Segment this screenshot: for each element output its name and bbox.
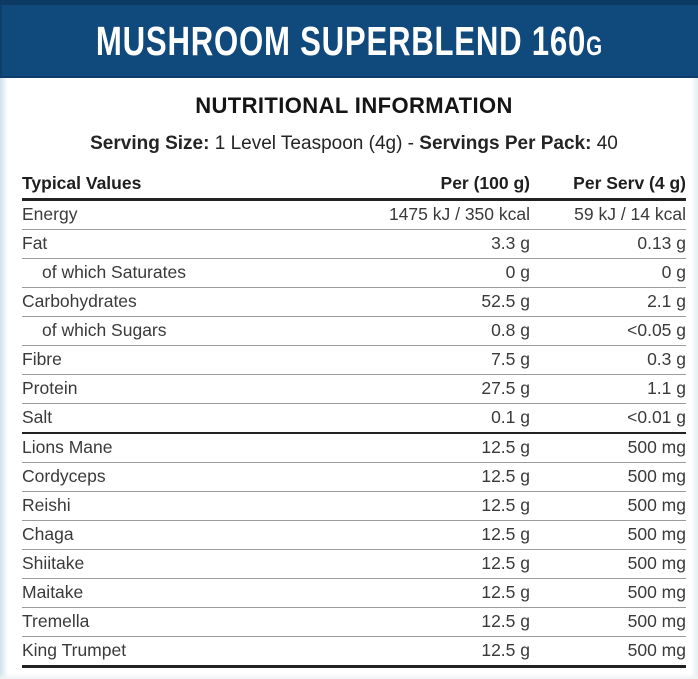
row-per100-value: 12.5 g [340, 520, 530, 550]
nutritional-information-heading: NUTRITIONAL INFORMATION [195, 93, 513, 118]
row-perserv-value: <0.01 g [530, 403, 686, 434]
table-row-reishi: Reishi 12.5 g 500 mg [22, 491, 686, 521]
table-row-chaga: Chaga 12.5 g 500 mg [22, 520, 686, 550]
table-row-lions-mane: Lions Mane 12.5 g 500 mg [22, 433, 686, 463]
table-row-fat: Fat 3.3 g 0.13 g [22, 229, 686, 259]
row-per100-value: 0 g [340, 258, 530, 288]
row-perserv-value: 500 mg [530, 607, 686, 637]
row-name: Chaga [22, 520, 340, 550]
left-edge-tint [0, 78, 8, 679]
row-perserv-value: <0.05 g [530, 316, 686, 346]
row-per100-value: 12.5 g [340, 462, 530, 492]
row-per100-value: 7.5 g [340, 345, 530, 375]
table-row-tremella: Tremella 12.5 g 500 mg [22, 607, 686, 637]
row-perserv-value: 500 mg [530, 636, 686, 668]
table-row-fibre: Fibre 7.5 g 0.3 g [22, 345, 686, 375]
row-name: of which Saturates [22, 258, 340, 288]
row-perserv-value: 2.1 g [530, 287, 686, 317]
serving-info-line: Serving Size: 1 Level Teaspoon (4g) - Se… [22, 133, 686, 155]
row-per100-value: 12.5 g [340, 491, 530, 521]
serving-size-label: Serving Size: [90, 133, 210, 154]
table-row-maitake: Maitake 12.5 g 500 mg [22, 578, 686, 608]
product-title-banner: MUSHROOM SUPERBLEND 160G [0, 0, 698, 78]
table-row-sugars: of which Sugars 0.8 g <0.05 g [22, 316, 686, 346]
row-perserv-value: 59 kJ / 14 kcal [530, 199, 686, 230]
table-row-saturates: of which Saturates 0 g 0 g [22, 258, 686, 288]
table-row-salt: Salt 0.1 g <0.01 g [22, 403, 686, 434]
row-name: Maitake [22, 578, 340, 608]
row-name: Fibre [22, 345, 340, 375]
bottom-edge-tint [0, 673, 698, 679]
row-perserv-value: 0.3 g [530, 345, 686, 375]
product-title-unit-suffix: G [586, 31, 603, 61]
row-per100-value: 3.3 g [340, 229, 530, 259]
row-name: Fat [22, 229, 340, 259]
servings-per-pack-value: 40 [591, 133, 618, 154]
header-typical-values: Typical Values [22, 170, 340, 201]
product-title: MUSHROOM SUPERBLEND 160G [96, 21, 602, 62]
row-per100-value: 12.5 g [340, 549, 530, 579]
row-name: Shiitake [22, 549, 340, 579]
header-per-100g: Per (100 g) [340, 170, 530, 201]
row-per100-value: 52.5 g [340, 287, 530, 317]
row-name: Cordyceps [22, 462, 340, 492]
row-name: Reishi [22, 491, 340, 521]
row-per100-value: 0.8 g [340, 316, 530, 346]
table-row-protein: Protein 27.5 g 1.1 g [22, 374, 686, 404]
row-perserv-value: 500 mg [530, 433, 686, 463]
table-row-shiitake: Shiitake 12.5 g 500 mg [22, 549, 686, 579]
row-perserv-value: 500 mg [530, 578, 686, 608]
table-row-cordyceps: Cordyceps 12.5 g 500 mg [22, 462, 686, 492]
row-per100-value: 12.5 g [340, 578, 530, 608]
row-per100-value: 1475 kJ / 350 kcal [340, 199, 530, 230]
product-title-text: MUSHROOM SUPERBLEND 160 [95, 18, 587, 64]
nutrition-table: Typical Values Per (100 g) Per Serv (4 g… [22, 170, 686, 668]
row-name: Lions Mane [22, 433, 340, 463]
row-perserv-value: 500 mg [530, 520, 686, 550]
row-per100-value: 12.5 g [340, 636, 530, 668]
row-per100-value: 12.5 g [340, 433, 530, 463]
row-per100-value: 27.5 g [340, 374, 530, 404]
row-perserv-value: 1.1 g [530, 374, 686, 404]
row-name: Protein [22, 374, 340, 404]
serving-size-value: 1 Level Teaspoon (4g) - [209, 133, 420, 154]
row-perserv-value: 0.13 g [530, 229, 686, 259]
row-name: Carbohydrates [22, 287, 340, 317]
table-header-row: Typical Values Per (100 g) Per Serv (4 g… [22, 170, 686, 201]
row-perserv-value: 500 mg [530, 549, 686, 579]
header-per-serv: Per Serv (4 g) [530, 170, 686, 201]
table-row-king-trumpet: King Trumpet 12.5 g 500 mg [22, 636, 686, 668]
label-content: NUTRITIONAL INFORMATION Serving Size: 1 … [0, 93, 698, 668]
row-per100-value: 12.5 g [340, 607, 530, 637]
table-row-energy: Energy 1475 kJ / 350 kcal 59 kJ / 14 kca… [22, 199, 686, 230]
row-perserv-value: 500 mg [530, 462, 686, 492]
row-name: of which Sugars [22, 316, 340, 346]
row-name: King Trumpet [22, 636, 340, 668]
row-name: Tremella [22, 607, 340, 637]
row-perserv-value: 500 mg [530, 491, 686, 521]
table-row-carbohydrates: Carbohydrates 52.5 g 2.1 g [22, 287, 686, 317]
row-perserv-value: 0 g [530, 258, 686, 288]
right-edge-tint [691, 78, 698, 679]
servings-per-pack-label: Servings Per Pack: [419, 133, 592, 154]
row-per100-value: 0.1 g [340, 403, 530, 434]
row-name: Salt [22, 403, 340, 434]
row-name: Energy [22, 199, 340, 230]
